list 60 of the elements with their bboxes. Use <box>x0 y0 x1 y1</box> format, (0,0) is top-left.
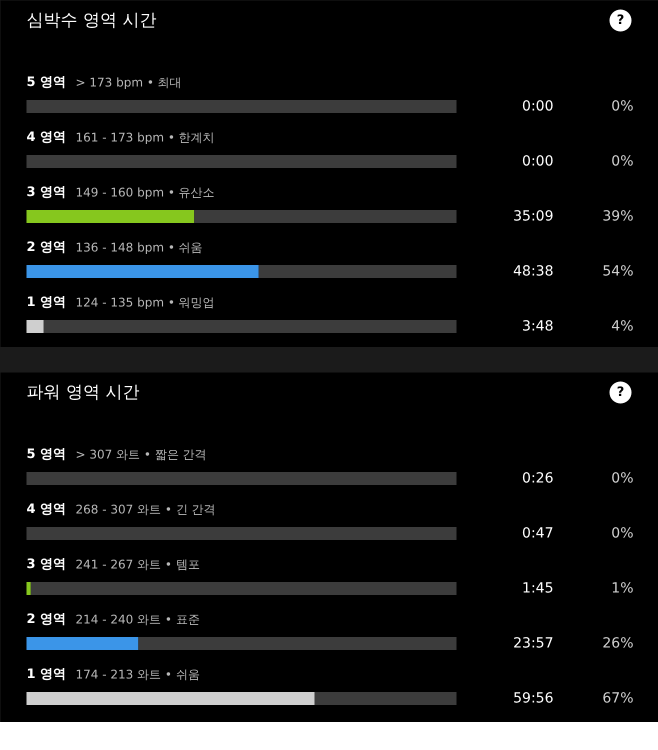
annotation: 149 - 160 bpm • 유산소 <box>76 186 215 200</box>
bar <box>26 155 456 168</box>
category-label: 5 영역 <box>26 447 66 462</box>
bar <box>26 472 456 485</box>
data-label: 67% <box>602 690 634 706</box>
text: 0:00 <box>522 154 554 170</box>
annotation: > 173 bpm • 최대 <box>76 76 182 90</box>
annotation: 161 - 173 bpm • 한계치 <box>76 130 215 144</box>
bar <box>26 210 194 223</box>
chart-title: 심박수 영역 시간 <box>26 10 156 30</box>
bar <box>26 265 259 278</box>
bar <box>30 582 456 595</box>
text: 35:09 <box>513 208 554 224</box>
text: 0:00 <box>522 98 554 114</box>
category-label: 4 영역 <box>26 502 66 517</box>
bar <box>26 637 138 650</box>
text: 3:48 <box>522 318 554 334</box>
text: 23:57 <box>513 636 554 652</box>
bar <box>138 637 456 650</box>
data-label: 1% <box>611 580 634 596</box>
annotation: 136 - 148 bpm • 쉬움 <box>76 240 203 254</box>
category-label: 3 영역 <box>26 185 66 200</box>
text: 48:38 <box>513 264 554 280</box>
bar <box>44 320 456 333</box>
bar <box>26 582 31 595</box>
data-label: 0% <box>611 98 634 114</box>
annotation: 241 - 267 와트 • 템포 <box>76 558 200 572</box>
annotation: 214 - 240 와트 • 표준 <box>76 612 200 626</box>
category-label: 1 영역 <box>26 295 66 310</box>
data-label: 39% <box>602 208 634 224</box>
text: 0:47 <box>522 526 554 542</box>
data-label: 0% <box>611 470 634 486</box>
category-label: 4 영역 <box>26 130 66 145</box>
annotation: 124 - 135 bpm • 워밍업 <box>76 296 215 310</box>
bar <box>314 692 456 705</box>
category-label: 1 영역 <box>26 667 66 682</box>
bar <box>26 527 456 540</box>
bar <box>194 210 456 223</box>
annotation: 268 - 307 와트 • 긴 간격 <box>76 502 216 516</box>
text: 1:45 <box>522 580 554 596</box>
data-label: 54% <box>602 264 634 280</box>
annotation: > 307 와트 • 짧은 간격 <box>76 448 207 462</box>
category-label: 2 영역 <box>26 240 66 255</box>
text: ? <box>616 385 624 400</box>
chart-title: 파워 영역 시간 <box>26 382 140 402</box>
data-label: 0% <box>611 154 634 170</box>
category-label: 2 영역 <box>26 612 66 627</box>
text: ? <box>616 13 624 28</box>
bar <box>26 692 315 705</box>
bar <box>26 100 456 113</box>
bar <box>258 265 456 278</box>
category-label: 5 영역 <box>26 75 66 90</box>
data-label: 0% <box>611 526 634 542</box>
text: 0:26 <box>522 470 554 486</box>
bar <box>26 320 44 333</box>
text: 59:56 <box>513 690 554 706</box>
data-label: 26% <box>602 636 634 652</box>
annotation: 174 - 213 와트 • 쉬움 <box>76 668 200 682</box>
category-label: 3 영역 <box>26 557 66 572</box>
data-label: 4% <box>611 318 634 334</box>
